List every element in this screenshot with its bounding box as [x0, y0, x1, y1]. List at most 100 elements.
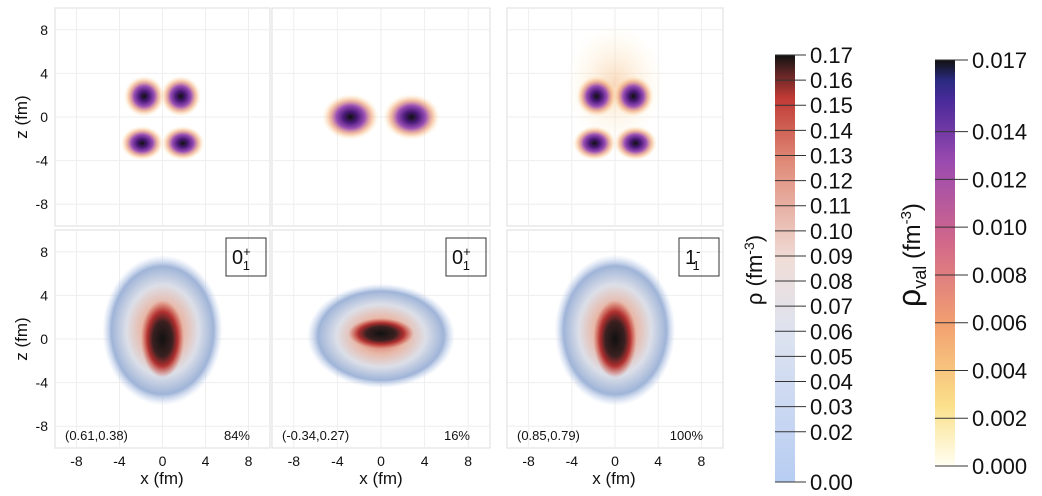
colorbar — [775, 55, 795, 482]
colorbar-tick-label: 0.008 — [972, 263, 1027, 288]
x-tick-label: 0 — [611, 453, 619, 469]
colorbar-tick-label: 0.12 — [810, 169, 853, 194]
x-tick-label: 0 — [377, 453, 385, 469]
state-label: 0+ 1 — [232, 244, 251, 273]
colorbar-tick-label: 0.09 — [810, 244, 853, 269]
x-tick-label: -8 — [522, 453, 535, 469]
z-tick-label: 8 — [40, 22, 48, 38]
colorbar-tick-label: 0.06 — [810, 319, 853, 344]
z-tick-label: -4 — [36, 153, 49, 169]
colorbar-tick-label: 0.002 — [972, 406, 1027, 431]
x-tick-label: 0 — [159, 453, 167, 469]
symbol: ρ — [742, 293, 767, 306]
z-tick-label: 4 — [40, 287, 48, 303]
colorbar-tick-label: 0.17 — [810, 43, 853, 68]
deformation: (0.61,0.38) — [65, 428, 128, 443]
unit: (fm — [742, 255, 767, 293]
colorbar — [935, 60, 955, 466]
x-axis-label: x (fm) — [359, 469, 402, 488]
unit-exp: -3 — [741, 242, 757, 255]
state-sup: - — [696, 244, 700, 259]
weight: 16% — [444, 428, 470, 443]
colorbar-tick-label: 0.02 — [810, 420, 853, 445]
state-sup: + — [463, 244, 471, 259]
state-base: 0 — [452, 247, 463, 269]
colorbar-tick-label: 0.010 — [972, 215, 1027, 240]
z-tick-label: -8 — [36, 196, 49, 212]
state-base: 1 — [685, 247, 696, 269]
x-tick-label: -4 — [331, 453, 344, 469]
z-tick-label: -8 — [36, 418, 49, 434]
density — [141, 300, 184, 378]
state-box — [678, 237, 720, 277]
unit-close: ) — [742, 235, 767, 242]
x-axis-label: x (fm) — [140, 469, 183, 488]
plots — [54, 7, 724, 449]
z-tick-label: -4 — [36, 375, 49, 391]
density — [612, 75, 654, 117]
z-axis-label: z (fm) — [12, 317, 31, 360]
colorbar-tick-label: 0.15 — [810, 93, 853, 118]
weight: 84% — [224, 428, 250, 443]
colorbar-tick-label: 0.04 — [810, 370, 853, 395]
x-tick-label: -4 — [113, 453, 126, 469]
density — [160, 75, 202, 117]
unit-exp: -3 — [898, 211, 915, 224]
colorbar-tick-label: 0.11 — [810, 194, 851, 219]
deformation: (0.85,0.79) — [517, 428, 580, 443]
x-tick-label: -4 — [566, 453, 579, 469]
x-tick-label: 4 — [202, 453, 210, 469]
x-tick-label: 8 — [464, 453, 472, 469]
density — [161, 125, 205, 161]
colorbar-tick-label: 0.05 — [810, 344, 853, 369]
state-box — [445, 237, 487, 277]
density — [348, 318, 414, 349]
state-sub: 1 — [692, 258, 699, 273]
colorbar-tick-label: 0.000 — [972, 454, 1027, 479]
density — [613, 125, 658, 161]
x-axis-label: x (fm) — [592, 469, 635, 488]
deformation: (-0.34,0.27) — [282, 428, 349, 443]
z-tick-label: 4 — [40, 65, 48, 81]
colorbar-tick-label: 0.006 — [972, 311, 1027, 336]
colorbar-label: ρ (fm-3) — [741, 235, 767, 305]
density — [572, 125, 617, 161]
density — [383, 94, 440, 140]
density — [576, 75, 618, 117]
x-tick-label: -8 — [70, 453, 83, 469]
colorbar-tick-label: 0.03 — [810, 395, 853, 420]
density — [322, 94, 379, 140]
z-tick-label: 0 — [40, 109, 48, 125]
density — [593, 300, 637, 378]
colorbar-tick-label: 0.014 — [972, 120, 1027, 145]
colorbar-label: ρval (fm-3) — [891, 203, 930, 307]
x-tick-label: 8 — [245, 453, 253, 469]
x-tick-label: -8 — [288, 453, 301, 469]
x-tick-label: 4 — [654, 453, 662, 469]
colorbar-tick-label: 0.012 — [972, 167, 1027, 192]
colorbar-tick-label: 0.004 — [972, 358, 1027, 383]
state-label: 0+ 1 — [452, 244, 471, 273]
density — [120, 125, 164, 161]
state-sub: 1 — [243, 258, 250, 273]
state-label: 1-1 — [685, 244, 700, 273]
colorbar-tick-label: 0.16 — [810, 68, 853, 93]
colorbar-tick-label: 0.14 — [810, 118, 853, 143]
density — [123, 75, 165, 117]
state-sub: 1 — [463, 258, 470, 273]
colorbar-tick-label: 0.017 — [972, 48, 1027, 73]
state-base: 0 — [232, 247, 243, 269]
unit-close: ) — [899, 203, 926, 211]
z-axis-label: z (fm) — [12, 95, 31, 138]
symbol: ρ — [891, 289, 927, 307]
state-box — [225, 237, 267, 277]
z-tick-label: 8 — [40, 244, 48, 260]
symbol-sub: val — [910, 266, 930, 289]
weight: 100% — [670, 428, 704, 443]
x-tick-label: 8 — [698, 453, 706, 469]
z-tick-label: 0 — [40, 331, 48, 347]
colorbar-tick-label: 0.07 — [810, 294, 853, 319]
colorbar-tick-label: 0.13 — [810, 143, 853, 168]
x-tick-label: 4 — [421, 453, 429, 469]
